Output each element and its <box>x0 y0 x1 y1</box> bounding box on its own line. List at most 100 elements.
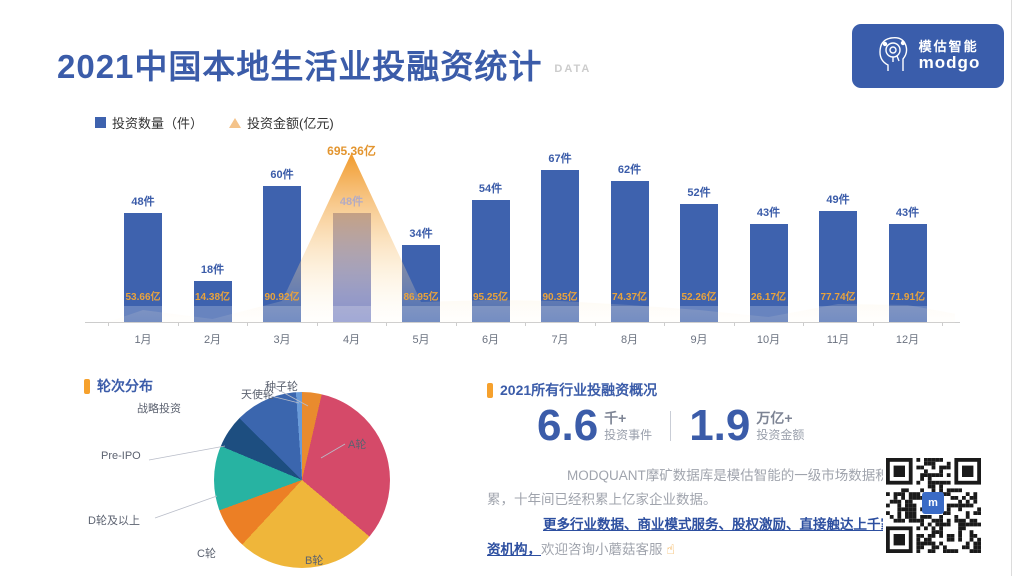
amount-label-3月: 90.92亿 <box>264 292 300 303</box>
slide-right-border <box>1011 0 1012 576</box>
brand-logo: 模估智能 modgo <box>852 24 1004 88</box>
overview-section: 2021所有行业投融资概况 6.6 千+ 投资事件 1.9 万亿+ 投资金额 M… <box>487 376 917 576</box>
bar-5月 <box>402 245 440 322</box>
count-label-4月: 48件 <box>339 196 364 208</box>
pie-label-5: D轮及以上 <box>88 515 140 527</box>
head-circuit-icon <box>876 34 910 79</box>
axis-tick <box>872 323 874 326</box>
bar-12月 <box>888 224 927 322</box>
qr-center-logo: m <box>922 492 944 514</box>
stat-unit: 万亿+ <box>756 410 793 426</box>
stat-investment-events: 6.6 千+ 投资事件 <box>537 404 652 448</box>
amount-label-11月: 77.74亿 <box>820 292 856 303</box>
count-label-12月: 43件 <box>895 207 920 219</box>
amount-label-4月: 695.36亿 <box>327 144 376 158</box>
count-label-1月: 48件 <box>131 196 155 208</box>
pie-label-4: C轮 <box>197 548 216 560</box>
pie-leader-lines <box>148 387 346 519</box>
pie-label-1: 种子轮 <box>265 381 298 393</box>
bar-9月 <box>680 204 718 322</box>
count-label-9月: 52件 <box>687 187 711 199</box>
page-title-text: 2021中国本地生活业投融资统计 <box>57 48 543 85</box>
brand-name-cn: 模估智能 <box>918 38 979 54</box>
x-tick-label-12月: 12月 <box>895 334 920 346</box>
pie-label-6: Pre-IPO <box>101 450 141 462</box>
count-label-10月: 43件 <box>756 207 781 219</box>
pointing-hand-icon: ☝ <box>666 540 675 557</box>
axis-tick <box>664 323 666 326</box>
stat-investment-amount: 1.9 万亿+ 投资金额 <box>689 404 804 448</box>
stat-unit: 千+ <box>604 410 627 426</box>
axis-tick <box>803 323 805 326</box>
axis-tick <box>525 323 527 326</box>
description-line: MODQUANT摩矿数据库是模估智能的一级市场数据积累，十年间已经积累上亿家企业… <box>487 468 889 508</box>
stat-caption: 投资事件 <box>604 427 653 442</box>
x-tick-label-11月: 11月 <box>826 334 850 346</box>
amount-label-6月: 95.25亿 <box>472 292 509 303</box>
stat-value: 1.9 <box>689 401 751 450</box>
amount-label-2月: 14.38亿 <box>194 292 231 303</box>
x-tick-label-2月: 2月 <box>203 334 222 346</box>
pie-section-header: 轮次分布 <box>84 376 153 396</box>
pie-label-7: 战略投资 <box>137 403 181 415</box>
bar-11月 <box>819 211 857 322</box>
legend-item-count: 投资数量（件） <box>95 113 203 132</box>
x-tick-label-4月: 4月 <box>342 334 361 346</box>
legend-amount-label: 投资金额(亿元) <box>247 116 334 131</box>
count-label-2月: 18件 <box>200 264 225 276</box>
bar-chart-plot: 48件 53.66亿 1月 18件 14.38亿 2月 60件 90.92亿 3月 48件 695.… <box>85 130 960 346</box>
overview-description: MODQUANT摩矿数据库是模估智能的一级市场数据积累，十年间已经积累上亿家企业… <box>487 464 909 562</box>
stats-row: 6.6 千+ 投资事件 1.9 万亿+ 投资金额 <box>537 404 804 448</box>
x-tick-label-1月: 1月 <box>134 334 152 346</box>
axis-tick <box>316 323 318 326</box>
count-label-8月: 62件 <box>617 164 642 176</box>
amount-label-12月: 71.91亿 <box>889 292 926 303</box>
axis-tick <box>108 323 110 326</box>
amount-label-9月: 52.26亿 <box>681 292 717 303</box>
description-highlight: 更多行业数据、商业模式服务、股权激励、直接触达上千家投资机构， <box>487 516 908 557</box>
blue-square-icon <box>95 117 106 128</box>
overview-section-title: 2021所有行业投融资概况 <box>500 382 658 398</box>
pie-section-title: 轮次分布 <box>97 378 153 394</box>
stat-caption: 投资金额 <box>756 427 805 442</box>
orange-bar-icon <box>487 382 493 398</box>
legend-count-label: 投资数量（件） <box>112 116 204 131</box>
pie-label-2: A轮 <box>348 439 367 451</box>
x-axis-line <box>85 322 960 323</box>
amount-label-10月: 26.17亿 <box>750 292 787 303</box>
title-suffix: DATA <box>554 63 592 75</box>
brand-name-en: modgo <box>918 52 981 72</box>
axis-tick <box>177 323 179 326</box>
stats-divider <box>670 411 672 441</box>
overview-section-header: 2021所有行业投融资概况 <box>487 380 657 400</box>
amount-label-8月: 74.37亿 <box>611 292 648 303</box>
axis-tick <box>942 323 944 326</box>
axis-tick <box>386 323 388 326</box>
bar-1月 <box>124 213 162 322</box>
pie-chart <box>214 392 390 568</box>
pie-label-3: B轮 <box>305 555 324 567</box>
x-tick-label-3月: 3月 <box>273 334 291 346</box>
axis-tick <box>594 323 596 326</box>
description-tail: 欢迎咨询小蘑菇客服 <box>541 541 663 557</box>
x-tick-label-7月: 7月 <box>551 334 569 346</box>
pie-section: 轮次分布 种子轮 A轮 B轮 C轮 D轮及以上 Pre-IPO 战略投资 天使轮 <box>75 370 420 576</box>
amount-label-7月: 90.35亿 <box>542 292 578 303</box>
page-title: 2021中国本地生活业投融资统计 DATA <box>57 40 591 88</box>
count-label-6月: 54件 <box>478 183 503 195</box>
axis-tick <box>733 323 735 326</box>
bar-6月 <box>471 200 510 322</box>
orange-triangle-icon <box>229 117 242 128</box>
count-label-3月: 60件 <box>270 169 294 181</box>
chart-legend: 投资数量（件） 投资金额(亿元) <box>95 113 334 132</box>
x-tick-label-5月: 5月 <box>412 334 430 346</box>
qr-code: m <box>883 450 983 566</box>
amount-label-5月: 86.95亿 <box>403 292 439 303</box>
amount-label-1月: 53.66亿 <box>125 292 161 303</box>
axis-tick <box>247 323 249 326</box>
x-tick-label-6月: 6月 <box>481 334 500 346</box>
legend-item-amount: 投资金额(亿元) <box>229 113 334 132</box>
stat-value: 6.6 <box>537 401 599 450</box>
x-tick-label-8月: 8月 <box>620 334 639 346</box>
